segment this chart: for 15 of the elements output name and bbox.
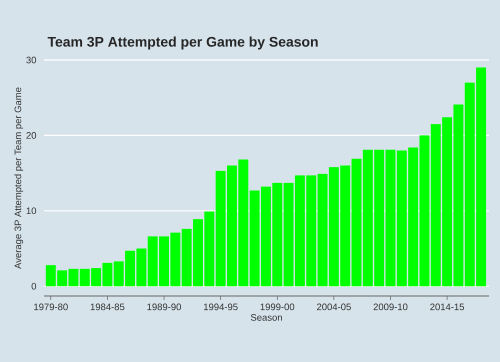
x-axis-title: Season — [250, 314, 282, 321]
x-tick-label: 1989-90 — [147, 304, 182, 310]
x-tick-label: 1999-00 — [260, 304, 294, 310]
y-tick-label: 30 — [26, 56, 36, 64]
x-tick-label: 1984-85 — [90, 304, 124, 310]
x-tick-label: 2014-15 — [430, 304, 464, 310]
y-tick-label: 20 — [26, 132, 36, 139]
y-axis-title: Average 3P Attempted per Team per Game — [14, 88, 24, 269]
x-tick-label: 1994-95 — [204, 304, 238, 310]
x-tick-label: 1979-80 — [34, 304, 68, 310]
chart-title: Team 3P Attempted per Game by Season — [48, 36, 318, 50]
y-tick-label: 0 — [32, 282, 36, 290]
x-tick-label: 2004-05 — [316, 304, 351, 310]
y-tick-label: 10 — [26, 207, 36, 214]
x-tick-label: 2009-10 — [374, 304, 408, 310]
